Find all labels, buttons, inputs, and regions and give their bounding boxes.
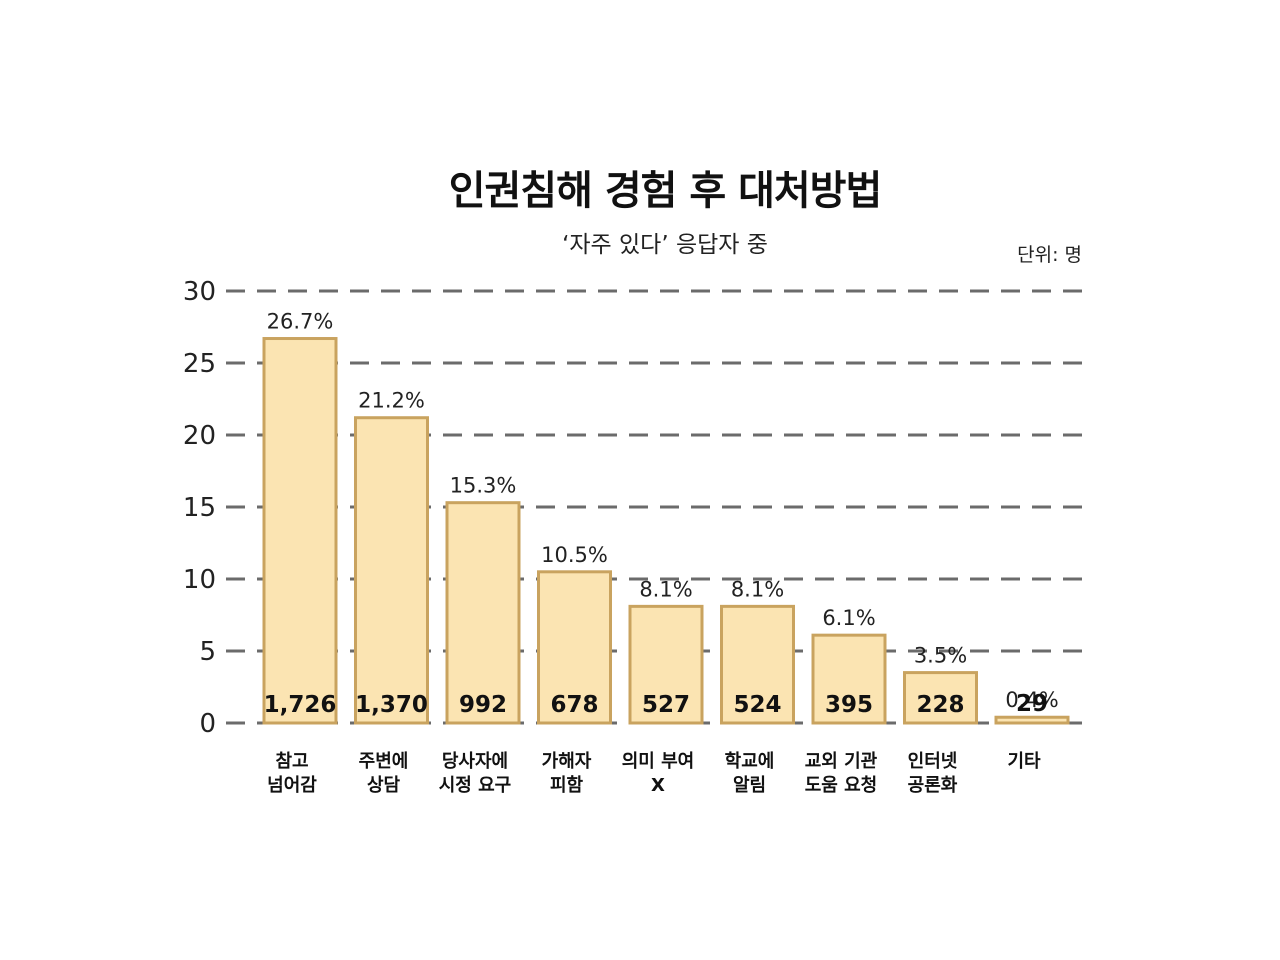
x-category-label: 의미 부여 bbox=[622, 751, 695, 772]
bar bbox=[354, 416, 429, 725]
bar-percent-label: 3.5% bbox=[914, 644, 967, 668]
x-category-label: 상담 bbox=[367, 775, 401, 796]
bar-percent-label: 8.1% bbox=[639, 577, 692, 601]
x-category-label: 참고 bbox=[275, 751, 308, 772]
x-category-label: 교외 기관 bbox=[805, 751, 878, 772]
x-category-label: 공론화 bbox=[908, 775, 958, 796]
bar-percent-label: 0.4% bbox=[1005, 688, 1058, 712]
x-category-label: X bbox=[651, 775, 665, 796]
y-tick-label: 0 bbox=[199, 709, 216, 739]
x-category-label: 당사자에 bbox=[442, 751, 508, 772]
y-tick-label: 5 bbox=[199, 637, 216, 667]
y-tick-label: 30 bbox=[183, 277, 216, 307]
y-tick-label: 25 bbox=[183, 349, 216, 379]
y-tick-label: 15 bbox=[183, 493, 216, 523]
bar bbox=[811, 633, 887, 725]
bar-count-label: 524 bbox=[733, 692, 781, 718]
x-category-label: 기타 bbox=[1007, 751, 1041, 772]
bar-count-label: 395 bbox=[825, 692, 873, 718]
bar-percent-label: 6.1% bbox=[822, 606, 875, 630]
x-category-label: 알림 bbox=[733, 775, 766, 796]
bar bbox=[628, 604, 704, 725]
bar-percent-label: 15.3% bbox=[450, 474, 517, 498]
bar-percent-label: 8.1% bbox=[731, 577, 784, 601]
bar-percent-label: 21.2% bbox=[358, 389, 425, 413]
bar-count-label: 527 bbox=[642, 692, 690, 718]
bar-count-label: 1,370 bbox=[355, 692, 428, 718]
bar-percent-label: 10.5% bbox=[541, 543, 608, 567]
chart-title: 인권침해 경험 후 대처방법 bbox=[448, 168, 883, 214]
bar-count-label: 992 bbox=[459, 692, 507, 718]
bar bbox=[720, 604, 795, 725]
x-category-label: 인터넷 bbox=[908, 751, 958, 772]
bar bbox=[537, 570, 612, 725]
x-category-label: 넘어감 bbox=[267, 775, 317, 796]
x-category-label: 피함 bbox=[550, 774, 584, 796]
x-category-label: 도움 요청 bbox=[805, 775, 878, 796]
x-category-label: 시정 요구 bbox=[439, 775, 512, 796]
bar-count-label: 678 bbox=[550, 692, 598, 718]
y-tick-label: 20 bbox=[183, 421, 216, 451]
x-category-label: 주변에 bbox=[359, 751, 409, 772]
x-category-label: 가해자 bbox=[542, 751, 592, 772]
bar bbox=[903, 671, 978, 725]
bar bbox=[994, 715, 1070, 725]
x-category-label: 학교에 bbox=[725, 750, 775, 772]
y-tick-label: 10 bbox=[183, 565, 216, 595]
bar-count-label: 29 bbox=[1016, 691, 1048, 717]
bar-count-label: 228 bbox=[916, 692, 964, 718]
unit-label: 단위: 명 bbox=[1017, 244, 1082, 266]
chart-subtitle: ‘자주 있다’ 응답자 중 bbox=[562, 232, 768, 258]
bar-count-label: 1,726 bbox=[264, 692, 337, 718]
bar bbox=[445, 501, 521, 725]
bar-percent-label: 26.7% bbox=[267, 310, 334, 334]
bar bbox=[262, 337, 338, 725]
